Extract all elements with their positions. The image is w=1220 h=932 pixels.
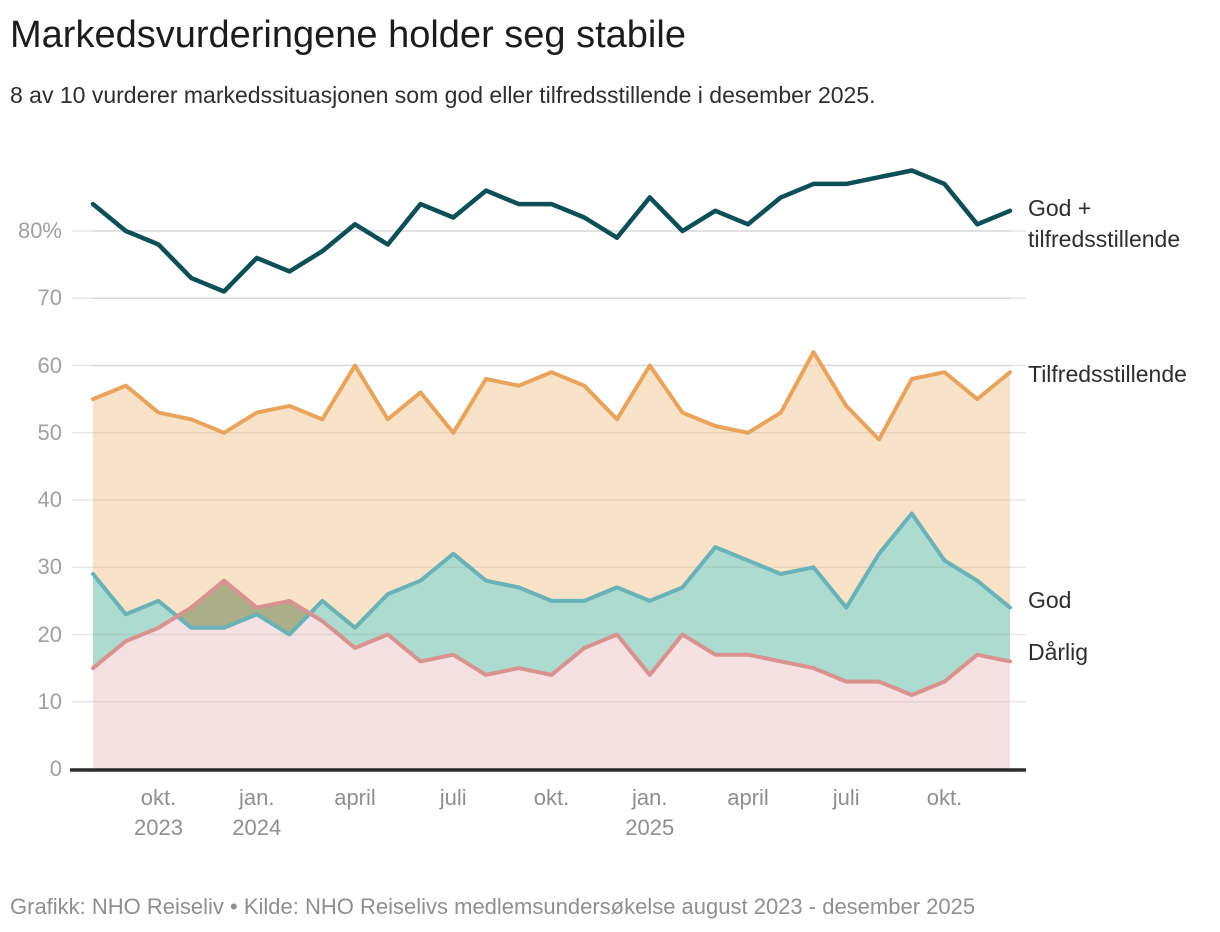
- y-tick-label: 50: [37, 419, 62, 445]
- y-tick-label: 80%: [17, 218, 62, 243]
- x-tick-label: juli: [439, 785, 467, 810]
- legend-label-god-tilfredsstillende: God + tilfredsstillende: [1028, 195, 1181, 253]
- legend-label-god: God: [1028, 587, 1072, 613]
- y-tick-label: 70: [37, 285, 62, 311]
- chart-subtitle: 8 av 10 vurderer markedssituasjonen som …: [10, 82, 876, 108]
- line-darlig: [91, 578, 1012, 697]
- y-tick-label: 30: [37, 554, 62, 580]
- x-tick-year-label: 2024: [232, 815, 282, 840]
- line-tilfredsstillende: [91, 350, 1012, 442]
- x-tick-label: okt.: [533, 785, 570, 810]
- line-god: [91, 511, 1012, 637]
- y-tick-label: 10: [37, 688, 62, 714]
- x-tick-label: jan.: [239, 785, 275, 810]
- y-tick-label: 0: [49, 756, 62, 781]
- x-tick-label: okt.: [140, 785, 177, 810]
- x-tick-label: april: [334, 785, 376, 810]
- legend-label-darlig: Dårlig: [1028, 639, 1089, 665]
- y-tick-label: 60: [37, 352, 62, 378]
- x-tick-year-label: 2023: [134, 815, 183, 840]
- x-tick-year-label: 2025: [625, 815, 675, 840]
- x-tick-label: jan.: [632, 785, 668, 810]
- x-tick-label: april: [727, 785, 769, 810]
- source-credit: Grafikk: NHO Reiseliv • Kilde: NHO Reise…: [10, 894, 976, 919]
- y-tick-label: 40: [37, 487, 62, 512]
- legend-label-tilfredsstillende: Tilfredsstillende: [1028, 361, 1187, 387]
- line-god-plus-tilfredsstillende: [90, 168, 1013, 294]
- x-tick-label: juli: [832, 785, 860, 810]
- x-tick-label: okt.: [926, 785, 963, 810]
- page-title: Markedsvurderingene holder seg stabile: [10, 14, 686, 56]
- y-tick-label: 20: [37, 621, 62, 647]
